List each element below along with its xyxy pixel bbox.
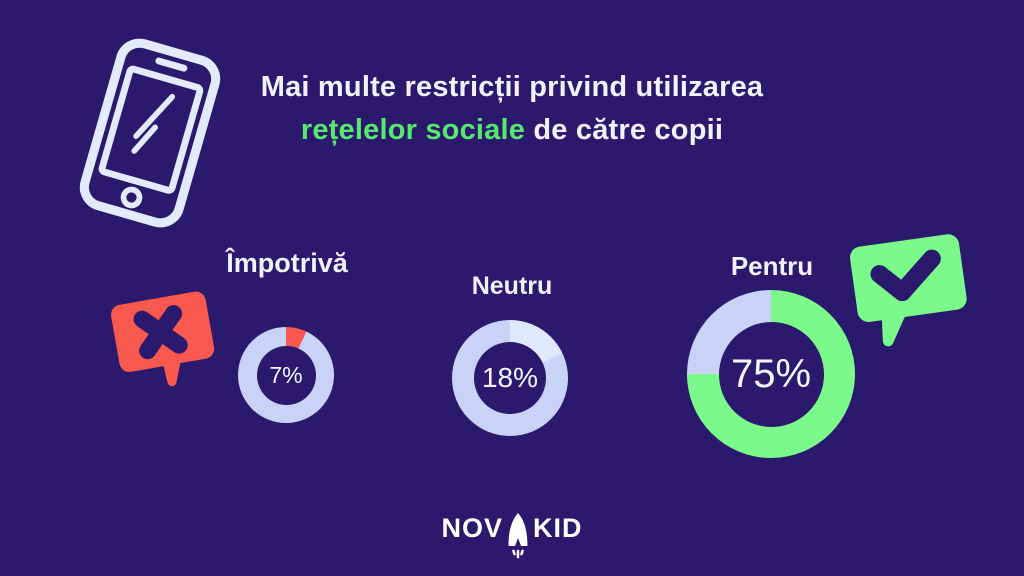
title-line-2: rețelelor sociale de către copii — [0, 109, 1024, 152]
title-highlight: rețelelor sociale — [300, 114, 526, 146]
donut-chart-pentru: 75% — [687, 290, 855, 458]
donut-value-impotriva: 7% — [256, 345, 316, 405]
donut-chart-neutru: 18% — [452, 320, 568, 436]
donut-value-pentru: 75% — [718, 321, 824, 427]
logo-text-right: KID — [533, 513, 583, 543]
donut-label-impotriva: Împotrivă — [226, 248, 348, 278]
red-speech-bubble-x-icon — [102, 282, 222, 399]
donut-label-neutru: Neutru — [471, 272, 553, 300]
green-speech-bubble-check-icon — [839, 226, 981, 355]
donut-chart-impotriva: 7% — [238, 327, 334, 423]
donut-value-neutru: 18% — [474, 342, 546, 414]
logo-text-left: NOV — [441, 513, 503, 543]
rocket-icon — [508, 513, 528, 559]
page-title: Mai multe restricții privind utilizarea … — [0, 66, 1024, 152]
novakid-logo: NOV KID — [0, 511, 1024, 561]
title-line-2-rest: de către copii — [525, 114, 724, 146]
smartphone-icon — [61, 27, 238, 238]
title-line-1: Mai multe restricții privind utilizarea — [260, 71, 764, 103]
donut-label-pentru: Pentru — [730, 251, 814, 281]
